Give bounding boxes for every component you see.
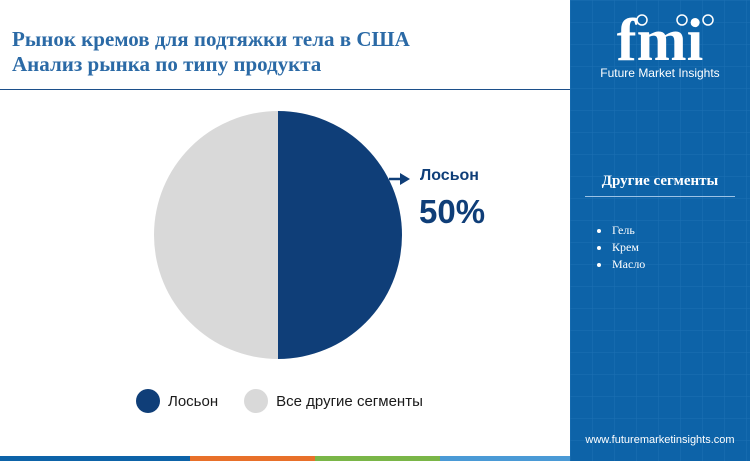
segment-item: Крем: [597, 239, 645, 256]
chart-panel: Рынок кремов для подтяжки тела в США Ана…: [0, 27, 570, 461]
title-divider: [0, 89, 570, 90]
sidebar: fmi Future Market Insights Другие сегмен…: [570, 0, 750, 461]
legend-swatch: [136, 389, 160, 413]
callout-arrow-icon: [389, 173, 410, 185]
legend-label: Лосьон: [168, 392, 219, 410]
bullet-icon: [597, 245, 601, 250]
website-link[interactable]: www.futuremarketinsights.com: [585, 434, 735, 446]
segment-item: Гель: [597, 222, 645, 239]
pie-chart: [154, 111, 402, 359]
bottom-bar-segment: [190, 456, 315, 461]
segments-title: Другие сегменты: [601, 173, 719, 189]
segment-label: Крем: [612, 240, 639, 254]
segment-label: Масло: [612, 257, 646, 271]
legend-swatch: [244, 389, 269, 413]
segment-item: Масло: [597, 256, 645, 273]
chart-legend: Лосьон Все другие сегменты: [136, 389, 449, 413]
logo-subtitle: Future Market Insights: [600, 66, 720, 80]
legend-item: Все другие сегменты: [244, 389, 423, 413]
logo-text: fmi: [617, 10, 704, 68]
pie-slice-lotion: [278, 111, 402, 359]
segments-divider: [585, 196, 735, 197]
title-line-1: Рынок кремов для подтяжки тела в США: [12, 27, 410, 51]
segment-label: Гель: [612, 223, 635, 237]
pie-slice-other-segments: [154, 111, 278, 359]
segments-list: Гель Крем Масло: [597, 222, 645, 273]
bottom-bar-segment: [315, 456, 440, 461]
fmi-logo: fmi: [617, 10, 714, 68]
bottom-bar-segment: [0, 456, 190, 461]
chart-title: Рынок кремов для подтяжки тела в США Ана…: [12, 27, 410, 77]
title-line-2: Анализ рынка по типу продукта: [12, 52, 322, 76]
bottom-color-bar: [0, 456, 570, 461]
bullet-icon: [597, 228, 601, 233]
legend-label: Все другие сегменты: [276, 392, 423, 410]
bottom-bar-segment: [440, 456, 570, 461]
legend-item: Лосьон: [136, 389, 218, 413]
callout-label: Лосьон: [420, 167, 479, 184]
bullet-icon: [597, 262, 601, 267]
callout-value: 50%: [419, 193, 486, 230]
